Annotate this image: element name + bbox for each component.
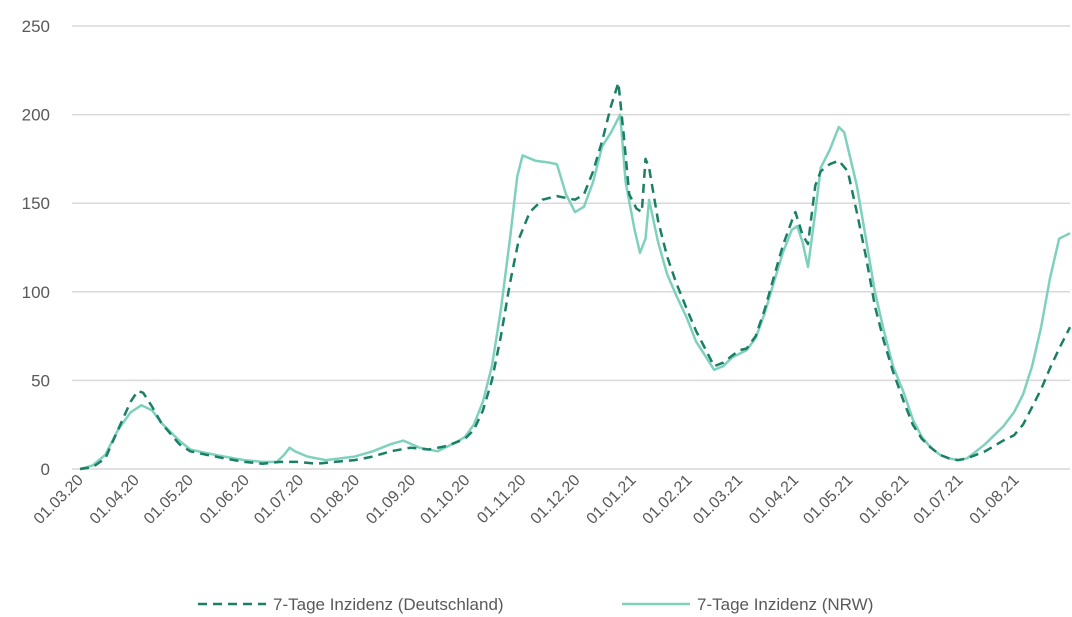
x-tick-label: 01.03.20 (31, 472, 87, 528)
y-tick-label: 250 (22, 17, 50, 36)
x-tick-label: 01.07.20 (251, 472, 307, 528)
legend-label-deutschland: 7-Tage Inzidenz (Deutschland) (273, 595, 504, 614)
x-tick-label: 01.01.21 (584, 472, 640, 528)
x-tick-label: 01.12.20 (528, 472, 584, 528)
series-line-nrw (79, 113, 1071, 471)
x-tick-label: 01.07.21 (911, 472, 967, 528)
x-tick-label: 01.04.21 (746, 472, 802, 528)
x-tick-label: 01.11.20 (474, 472, 529, 527)
y-tick-label: 150 (22, 194, 50, 213)
x-tick-label: 01.02.21 (640, 472, 696, 528)
series-lines (79, 81, 1072, 471)
y-tick-label: 0 (41, 460, 50, 479)
x-tick-label: 01.03.21 (690, 472, 746, 528)
x-tick-label: 01.08.21 (967, 472, 1023, 528)
x-tick-label: 01.04.20 (87, 472, 143, 528)
y-tick-label: 100 (22, 283, 50, 302)
y-tick-label: 50 (31, 371, 50, 390)
y-tick-label: 200 (22, 106, 50, 125)
x-tick-label: 01.08.20 (307, 472, 363, 528)
x-tick-label: 01.05.20 (141, 472, 197, 528)
legend-label-nrw: 7-Tage Inzidenz (NRW) (697, 595, 873, 614)
x-tick-label: 01.10.20 (417, 472, 473, 528)
series-line-deutschland (79, 81, 1072, 471)
x-tick-label: 01.09.20 (363, 472, 419, 528)
y-axis-ticks: 0 50 100 150 200 250 (22, 17, 50, 479)
legend: 7-Tage Inzidenz (Deutschland) 7-Tage Inz… (198, 595, 873, 614)
x-tick-label: 01.05.21 (800, 472, 856, 528)
x-tick-label: 01.06.20 (197, 472, 253, 528)
x-tick-label: 01.06.21 (856, 472, 912, 528)
